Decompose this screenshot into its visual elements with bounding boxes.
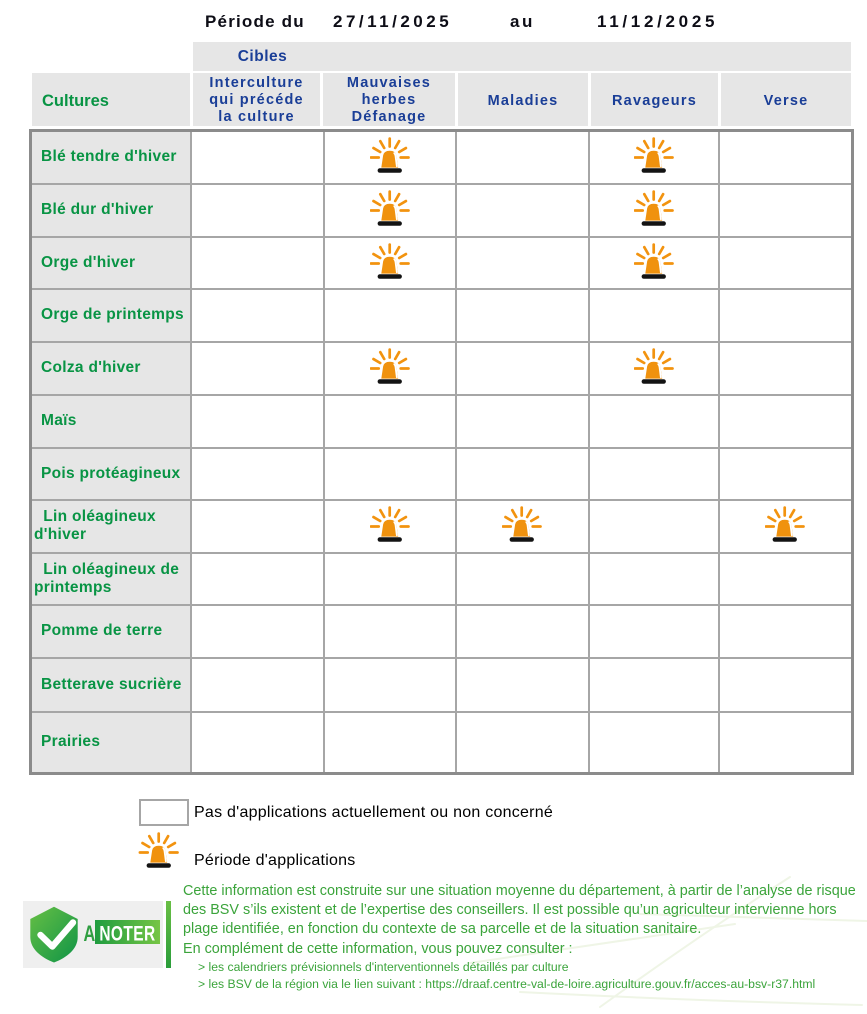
- svg-text:NOTER: NOTER: [99, 921, 155, 945]
- svg-text:A: A: [83, 921, 95, 946]
